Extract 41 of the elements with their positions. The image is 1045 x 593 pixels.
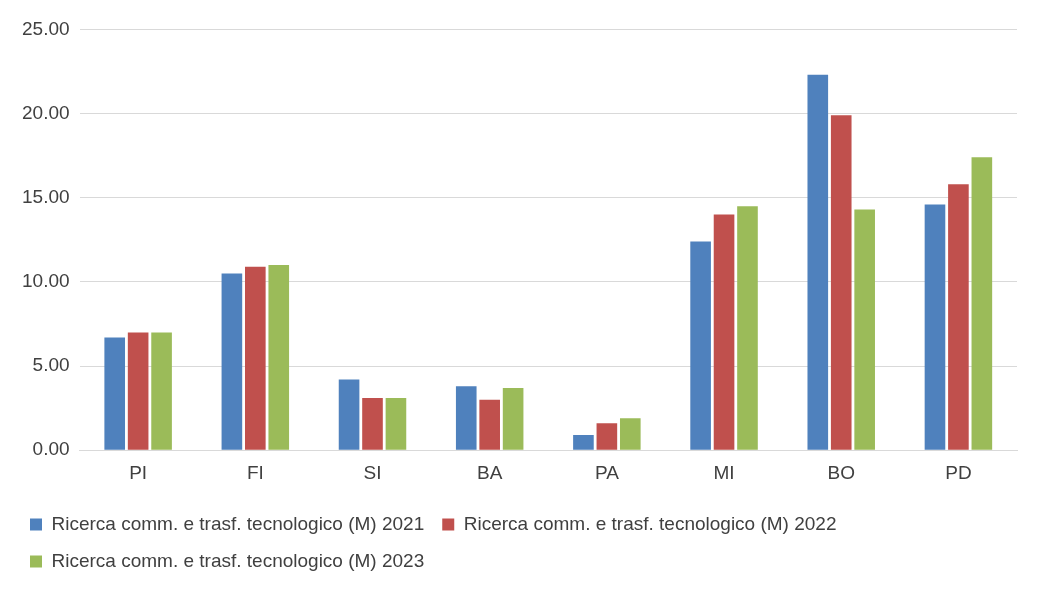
legend-label: Ricerca comm. e trasf. tecnologico (M) 2022 bbox=[463, 512, 837, 534]
bar bbox=[385, 398, 407, 450]
bar bbox=[690, 241, 711, 450]
bar bbox=[830, 115, 852, 450]
x-tick-label: PA bbox=[594, 461, 620, 483]
bar bbox=[338, 379, 360, 450]
bar bbox=[596, 423, 618, 450]
bar bbox=[948, 184, 969, 450]
legend-label: Ricerca comm. e trasf. tecnologico (M) 2021 bbox=[51, 512, 425, 534]
x-tick-label: BO bbox=[827, 461, 855, 483]
y-tick-label: 5.00 bbox=[32, 354, 70, 376]
y-tick-label: 0.00 bbox=[32, 438, 70, 460]
y-tick-label: 20.00 bbox=[22, 101, 70, 123]
bar bbox=[854, 209, 875, 450]
bar bbox=[455, 386, 477, 450]
bar bbox=[151, 332, 172, 450]
bar bbox=[573, 435, 594, 450]
bar bbox=[221, 273, 243, 450]
x-tick-label: BA bbox=[477, 461, 503, 483]
x-tick-label: PI bbox=[129, 461, 148, 483]
bar bbox=[362, 398, 383, 450]
bar bbox=[479, 399, 500, 450]
bar bbox=[971, 157, 993, 450]
y-tick-label: 25.00 bbox=[22, 17, 70, 39]
bar bbox=[924, 204, 946, 450]
x-tick-label: FI bbox=[246, 461, 264, 483]
x-tick-label: MI bbox=[713, 461, 735, 483]
y-tick-label: 10.00 bbox=[22, 270, 70, 292]
y-tick-label: 15.00 bbox=[22, 185, 70, 207]
x-tick-label: SI bbox=[363, 461, 382, 483]
bar bbox=[502, 387, 524, 450]
bar bbox=[268, 265, 290, 450]
bar bbox=[104, 337, 126, 450]
bar bbox=[713, 214, 735, 450]
bar bbox=[127, 332, 149, 450]
legend-label: Ricerca comm. e trasf. tecnologico (M) 2023 bbox=[51, 549, 425, 571]
bar bbox=[619, 418, 641, 450]
bar bbox=[807, 74, 829, 450]
bar bbox=[737, 206, 758, 450]
x-tick-label: PD bbox=[945, 461, 972, 483]
bar bbox=[245, 266, 266, 450]
